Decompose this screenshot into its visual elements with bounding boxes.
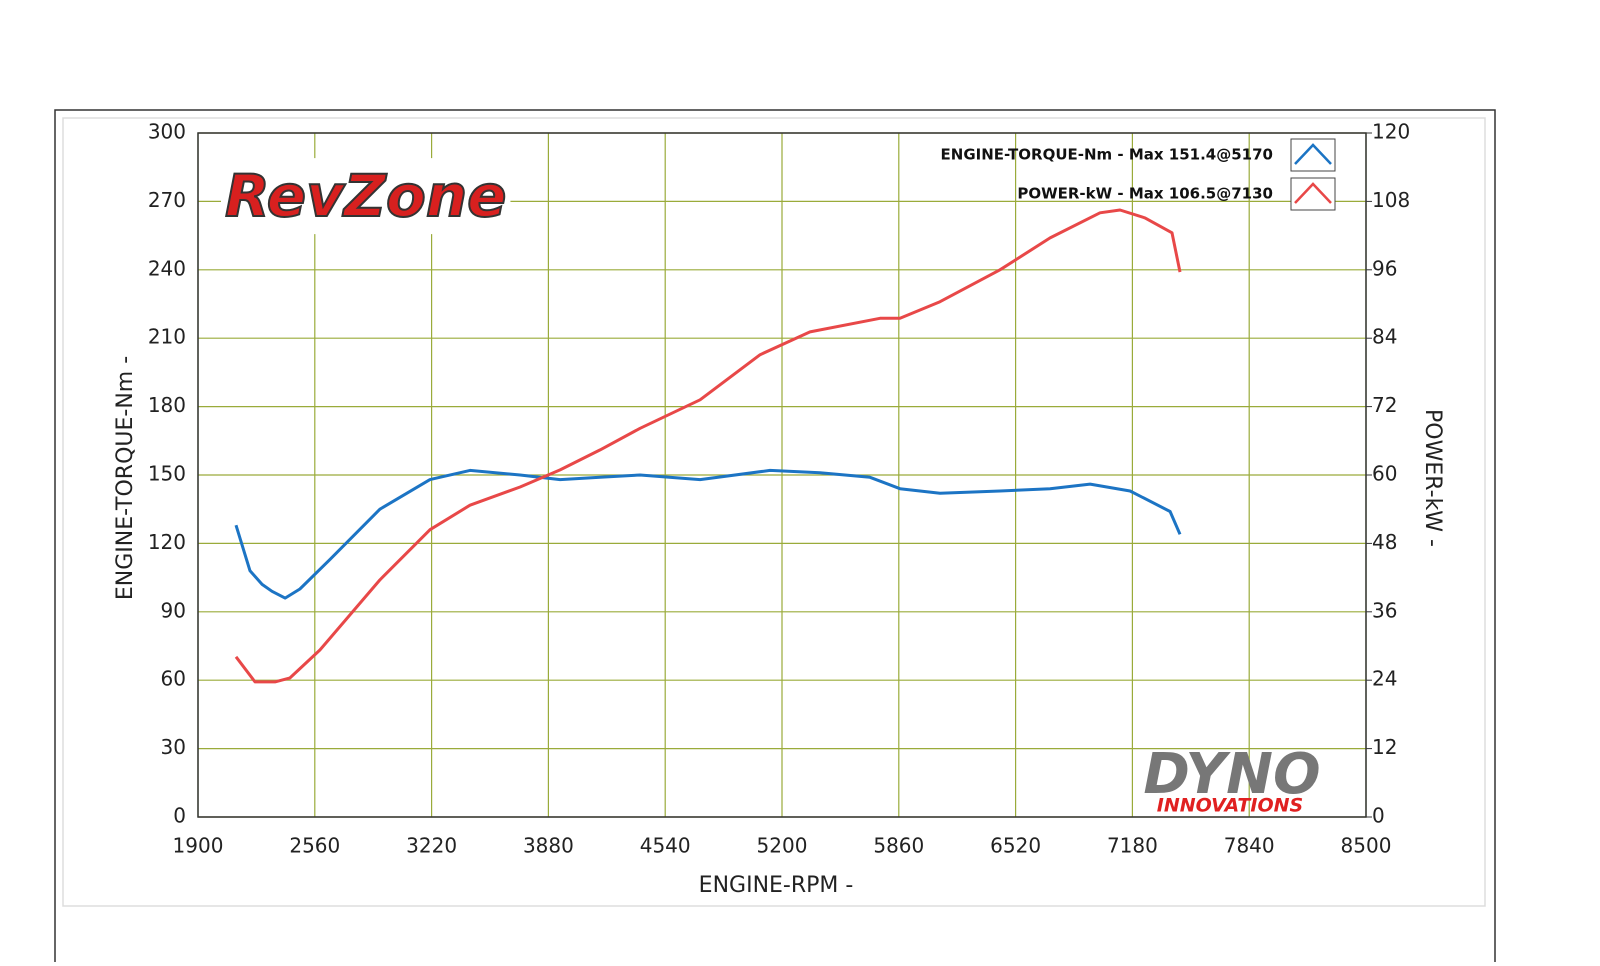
y-tick-label: 150: [148, 462, 186, 486]
y-tick-label: 210: [148, 325, 186, 349]
logo-revzone: RevZone: [225, 162, 506, 230]
frame: [54, 109, 1496, 966]
x-tick-label: 8500: [1341, 834, 1392, 858]
y-tick-label: 240: [148, 256, 186, 280]
x-axis-title: ENGINE-RPM -: [699, 873, 854, 898]
y-tick-label: 90: [161, 598, 186, 622]
y2-axis-title: POWER-kW -: [1420, 409, 1445, 547]
x-tick-label: 4540: [640, 834, 691, 858]
y2-tick-label: 108: [1372, 188, 1410, 212]
y2-tick-label: 24: [1372, 667, 1397, 691]
y2-tick-label: 60: [1372, 462, 1397, 486]
y-tick-label: 60: [161, 667, 186, 691]
y-tick-label: 120: [148, 530, 186, 554]
y2-tick-label: 84: [1372, 325, 1397, 349]
y2-tick-label: 0: [1372, 804, 1385, 828]
y2-tick-label: 36: [1372, 598, 1397, 622]
y-tick-label: 0: [173, 804, 186, 828]
logo-background: [221, 158, 511, 235]
y2-tick-label: 96: [1372, 256, 1397, 280]
x-tick-label: 1900: [173, 834, 224, 858]
x-tick-label: 6520: [990, 834, 1041, 858]
y2-tick-label: 12: [1372, 735, 1397, 759]
x-tick-label: 3880: [523, 834, 574, 858]
x-tick-label: 3220: [406, 834, 457, 858]
y-tick-label: 180: [148, 393, 186, 417]
y-tick-label: 270: [148, 188, 186, 212]
y-tick-label: 300: [148, 120, 186, 144]
x-tick-label: 7840: [1224, 834, 1275, 858]
series-line: [234, 208, 1182, 684]
x-tick-label: 7180: [1107, 834, 1158, 858]
y-tick-label: 30: [161, 735, 186, 759]
y-axis-title: ENGINE-TORQUE-Nm -: [113, 356, 138, 600]
legend-label: ENGINE-TORQUE-Nm - Max 151.4@5170: [941, 146, 1273, 164]
legend-icon: [1294, 143, 1332, 165]
x-tick-label: 2560: [289, 834, 340, 858]
y2-tick-label: 48: [1372, 530, 1397, 554]
legend-icon: [1294, 182, 1332, 204]
x-tick-label: 5200: [757, 834, 808, 858]
y2-tick-label: 72: [1372, 393, 1397, 417]
x-tick-label: 5860: [873, 834, 924, 858]
legend-label: POWER-kW - Max 106.5@7130: [1017, 185, 1273, 203]
plot-border: [197, 132, 1367, 818]
logo-dyno: DYNO: [1143, 742, 1320, 807]
y2-tick-label: 120: [1372, 120, 1410, 144]
series-line: [234, 468, 1182, 600]
logo-innovations: INNOVATIONS: [1157, 795, 1303, 817]
inner-frame: [62, 117, 1486, 907]
